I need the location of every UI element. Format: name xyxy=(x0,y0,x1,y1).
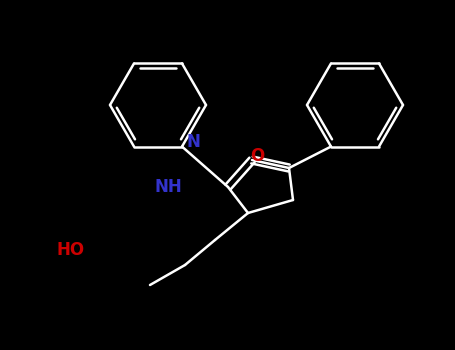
Text: NH: NH xyxy=(155,178,182,196)
Text: N: N xyxy=(187,133,200,151)
Text: HO: HO xyxy=(56,241,85,259)
Text: O: O xyxy=(250,147,264,165)
